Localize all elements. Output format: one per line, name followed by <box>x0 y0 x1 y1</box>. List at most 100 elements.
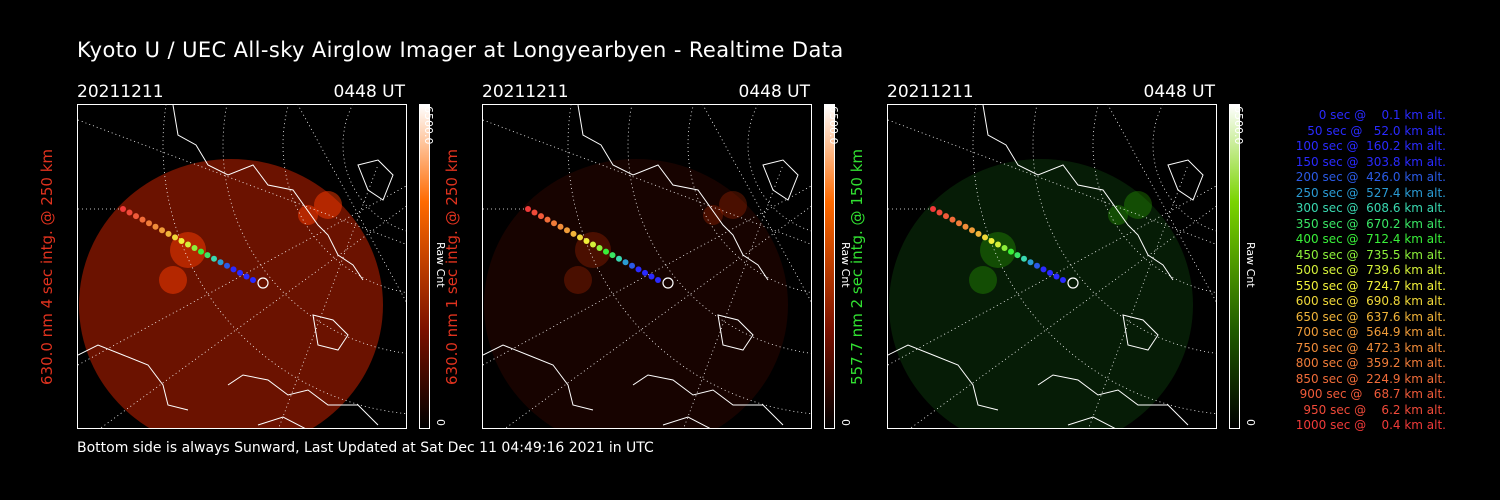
panel-side-label: 630.0 nm 1 sec intg. @ 250 km <box>443 148 461 386</box>
meridian-grid-line <box>683 164 784 428</box>
station-marker <box>1067 277 1079 289</box>
footer-note: Bottom side is always Sunward, Last Upda… <box>77 440 654 456</box>
trajectory-point <box>146 220 152 227</box>
coastline <box>1037 374 1189 426</box>
aurora-patch <box>314 191 342 219</box>
trajectory-point <box>120 206 126 212</box>
trajectory-legend: 0 sec @ 0.1 km alt. 50 sec @ 52.0 km alt… <box>1258 108 1446 434</box>
trajectory-point <box>943 213 949 220</box>
trajectory-point <box>1021 255 1027 262</box>
colorbar <box>1229 104 1240 429</box>
legend-row: 350 sec @ 670.2 km alt. <box>1295 216 1446 231</box>
trajectory-point <box>224 262 230 269</box>
map-svg <box>483 105 811 428</box>
panel-date: 20211211 <box>482 82 569 102</box>
imager-panel-630nm-4sec: 20211211 0448 UT 630.0 nm 4 sec intg. @ … <box>38 82 487 432</box>
legend-row: 450 sec @ 735.5 km alt. <box>1295 247 1446 262</box>
coastline <box>483 344 594 411</box>
coastline <box>577 105 769 281</box>
trajectory-point <box>982 234 988 241</box>
legend-row: 500 sec @ 739.6 km alt. <box>1295 263 1446 277</box>
panel-side-label: 630.0 nm 4 sec intg. @ 250 km <box>38 148 56 386</box>
coastline <box>1167 159 1204 201</box>
trajectory-point <box>969 227 975 234</box>
meridian-grid-line <box>888 119 1216 245</box>
trajectory-point <box>204 252 211 259</box>
trajectory-point <box>243 273 250 280</box>
coastline <box>312 314 349 351</box>
trajectory-point <box>172 234 178 241</box>
trajectory-point <box>531 209 538 216</box>
legend-row: 400 sec @ 712.4 km alt. <box>1295 232 1446 246</box>
trajectory-point <box>544 216 551 223</box>
allsky-map <box>482 104 812 429</box>
trajectory-point <box>975 230 982 237</box>
trajectory-point <box>936 209 943 216</box>
trajectory-point <box>635 266 642 273</box>
trajectory-point <box>596 245 603 252</box>
trajectory-point <box>185 241 191 248</box>
trajectory-point <box>988 237 995 244</box>
trajectory-point <box>583 237 590 244</box>
coastline <box>662 416 711 428</box>
trajectory-point <box>250 277 256 283</box>
trajectory-point <box>570 230 577 237</box>
panel-date: 20211211 <box>77 82 164 102</box>
legend-row: 150 sec @ 303.8 km alt. <box>1295 154 1446 169</box>
trajectory-point <box>1001 245 1008 252</box>
trajectory-point <box>603 248 609 255</box>
legend-row: 950 sec @ 6.2 km alt. <box>1303 402 1446 417</box>
colorbar-max-label: 6500.0 <box>827 106 840 145</box>
trajectory-point <box>1008 248 1014 255</box>
trajectory-point <box>655 277 661 283</box>
trajectory-point <box>557 223 564 230</box>
panel-side-label: 557.7 nm 2 sec intg. @ 150 km <box>848 148 866 386</box>
trajectory-point <box>1053 273 1060 280</box>
colorbar <box>824 104 835 429</box>
imager-panel-557nm-2sec: 20211211 0448 UT 557.7 nm 2 sec intg. @ … <box>848 82 1297 432</box>
trajectory-point <box>1014 252 1021 259</box>
trajectory-point <box>949 216 956 223</box>
legend-row: 750 sec @ 472.3 km alt. <box>1295 340 1446 355</box>
trajectory-point <box>191 245 198 252</box>
trajectory-point <box>551 220 557 227</box>
trajectory-point <box>165 230 172 237</box>
panel-time: 0448 UT <box>333 82 406 102</box>
coastline <box>888 344 999 411</box>
trajectory-point <box>577 234 583 241</box>
map-svg <box>888 105 1216 428</box>
trajectory-point <box>198 248 204 255</box>
colorbar <box>419 104 430 429</box>
aurora-patch <box>1108 205 1128 225</box>
colorbar-max-label: 6500.0 <box>422 106 435 145</box>
legend-row: 850 sec @ 224.9 km alt. <box>1295 371 1446 386</box>
map-svg <box>78 105 406 428</box>
colorbar-max-label: 6500.0 <box>1232 106 1245 145</box>
trajectory-point <box>538 213 544 220</box>
aurora-patch <box>703 205 723 225</box>
legend-row: 650 sec @ 637.6 km alt. <box>1295 309 1446 324</box>
colorbar-title: Raw Cnt <box>1244 242 1257 288</box>
trajectory-point <box>564 227 570 234</box>
legend-row: 200 sec @ 426.0 km alt. <box>1295 170 1446 184</box>
aurora-patch <box>1124 191 1152 219</box>
trajectory-point <box>622 259 629 266</box>
allsky-map <box>77 104 407 429</box>
legend-row: 550 sec @ 724.7 km alt. <box>1295 278 1446 293</box>
aurora-patch <box>969 266 997 294</box>
aurora-patch <box>564 266 592 294</box>
trajectory-point <box>133 213 139 220</box>
trajectory-point <box>159 227 165 234</box>
meridian-grid-line <box>278 164 379 428</box>
trajectory-point <box>1040 266 1047 273</box>
station-marker <box>662 277 674 289</box>
trajectory-point <box>211 255 217 262</box>
trajectory-point <box>525 206 531 212</box>
trajectory-point <box>642 269 648 276</box>
legend-row: 900 sec @ 68.7 km alt. <box>1299 387 1446 401</box>
trajectory-point <box>1047 269 1053 276</box>
meridian-grid-line <box>483 119 811 245</box>
coastline <box>717 314 754 351</box>
aurora-patch <box>298 205 318 225</box>
coastline <box>762 159 799 201</box>
